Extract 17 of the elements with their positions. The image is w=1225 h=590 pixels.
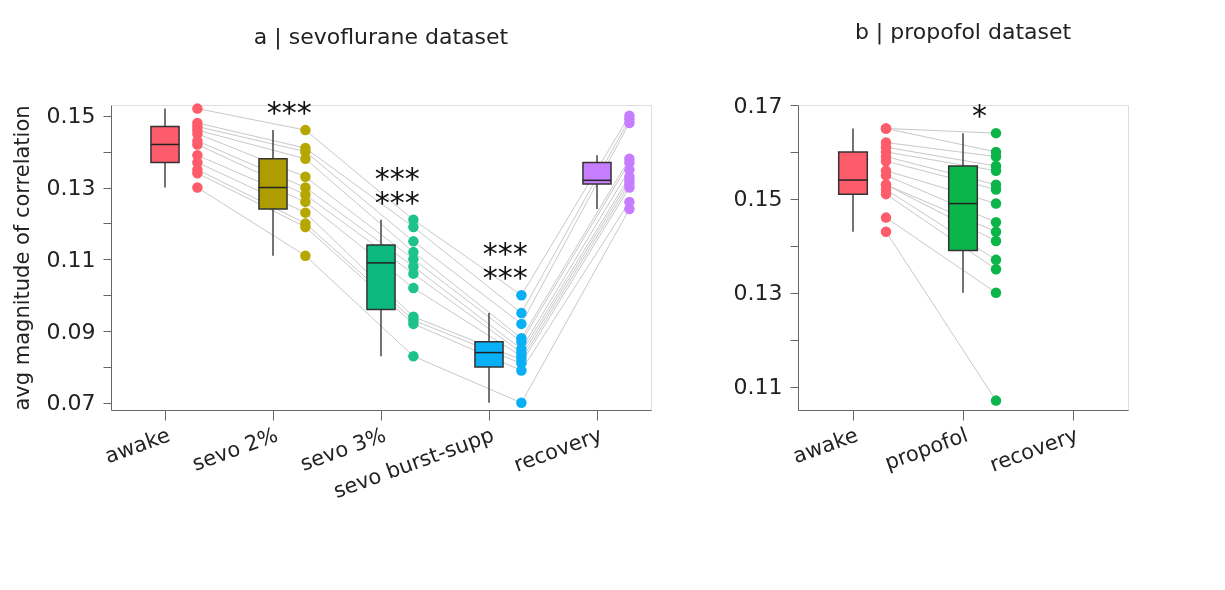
chart-title: b | propofol dataset <box>854 19 1072 45</box>
annotation: *** <box>266 95 312 131</box>
y-tick-label: 0.15 <box>46 103 96 129</box>
x-tick-label: awake <box>101 422 174 469</box>
y-tick-label: 0.17 <box>733 92 783 118</box>
x-tick-label: awake <box>789 422 862 469</box>
y-tick-label: 0.07 <box>46 390 96 416</box>
annotation: * <box>972 98 987 134</box>
y-tick-label: 0.13 <box>733 280 783 306</box>
y-tick-label: 0.11 <box>733 374 783 400</box>
y-tick-label: 0.13 <box>46 175 96 201</box>
y-tick-label: 0.15 <box>733 186 783 212</box>
y-tick-label: 0.11 <box>46 246 96 272</box>
y-axis-title: avg magnitude of correlation <box>9 105 34 411</box>
y-tick-label: 0.09 <box>46 318 96 344</box>
x-tick-label: sevo 2% <box>189 422 282 476</box>
chart-title: a | sevoflurane dataset <box>253 24 509 51</box>
